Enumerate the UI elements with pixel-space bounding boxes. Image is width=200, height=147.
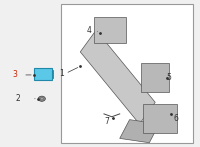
FancyBboxPatch shape — [94, 17, 126, 43]
Text: 4: 4 — [86, 26, 91, 35]
FancyBboxPatch shape — [141, 63, 169, 92]
Polygon shape — [120, 120, 159, 143]
FancyBboxPatch shape — [143, 104, 177, 133]
Text: 5: 5 — [166, 73, 171, 82]
Circle shape — [38, 96, 45, 101]
FancyBboxPatch shape — [61, 4, 193, 143]
FancyBboxPatch shape — [34, 69, 52, 80]
Text: 1: 1 — [59, 69, 64, 78]
Text: 3: 3 — [12, 70, 17, 79]
Text: 6: 6 — [173, 114, 178, 123]
Text: 7: 7 — [104, 117, 109, 126]
Text: 2: 2 — [15, 94, 20, 103]
Polygon shape — [80, 30, 155, 124]
Circle shape — [40, 98, 43, 100]
FancyBboxPatch shape — [46, 70, 53, 78]
